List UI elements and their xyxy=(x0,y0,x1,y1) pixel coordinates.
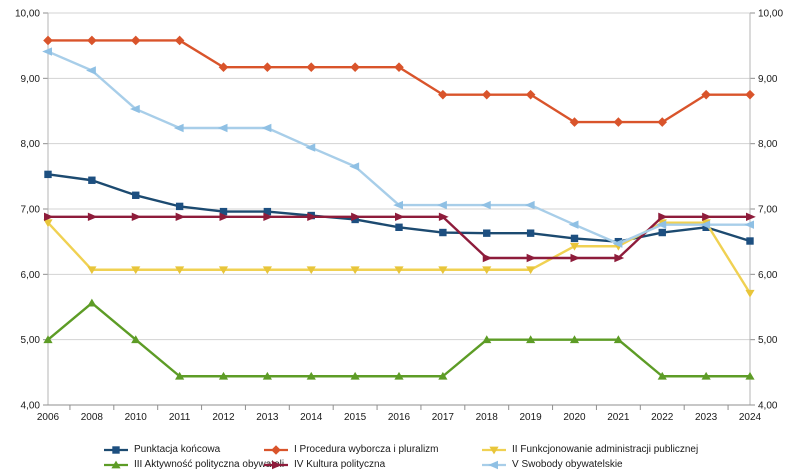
svg-text:2008: 2008 xyxy=(81,412,104,423)
svg-text:4,00: 4,00 xyxy=(758,401,778,412)
svg-text:7,00: 7,00 xyxy=(21,205,41,216)
svg-text:2018: 2018 xyxy=(476,412,499,423)
svg-text:2024: 2024 xyxy=(739,412,762,423)
svg-text:2014: 2014 xyxy=(300,412,323,423)
svg-text:5,00: 5,00 xyxy=(758,335,778,346)
svg-text:5,00: 5,00 xyxy=(21,335,41,346)
svg-text:10,00: 10,00 xyxy=(15,9,40,20)
svg-text:2023: 2023 xyxy=(695,412,718,423)
svg-text:2015: 2015 xyxy=(344,412,367,423)
svg-text:6,00: 6,00 xyxy=(758,270,778,281)
svg-text:2017: 2017 xyxy=(432,412,455,423)
svg-text:2011: 2011 xyxy=(169,412,191,423)
svg-text:2019: 2019 xyxy=(520,412,543,423)
svg-text:8,00: 8,00 xyxy=(21,139,41,150)
svg-text:2013: 2013 xyxy=(256,412,279,423)
svg-text:2010: 2010 xyxy=(125,412,148,423)
svg-text:9,00: 9,00 xyxy=(21,74,41,85)
svg-text:2020: 2020 xyxy=(563,412,586,423)
svg-text:2021: 2021 xyxy=(607,412,630,423)
svg-text:10,00: 10,00 xyxy=(758,9,783,20)
svg-text:7,00: 7,00 xyxy=(758,205,778,216)
svg-text:9,00: 9,00 xyxy=(758,74,778,85)
svg-text:2016: 2016 xyxy=(388,412,411,423)
svg-text:8,00: 8,00 xyxy=(758,139,778,150)
svg-text:2022: 2022 xyxy=(651,412,674,423)
svg-text:4,00: 4,00 xyxy=(21,401,41,412)
svg-text:2012: 2012 xyxy=(212,412,235,423)
svg-text:2006: 2006 xyxy=(37,412,60,423)
svg-text:6,00: 6,00 xyxy=(21,270,41,281)
